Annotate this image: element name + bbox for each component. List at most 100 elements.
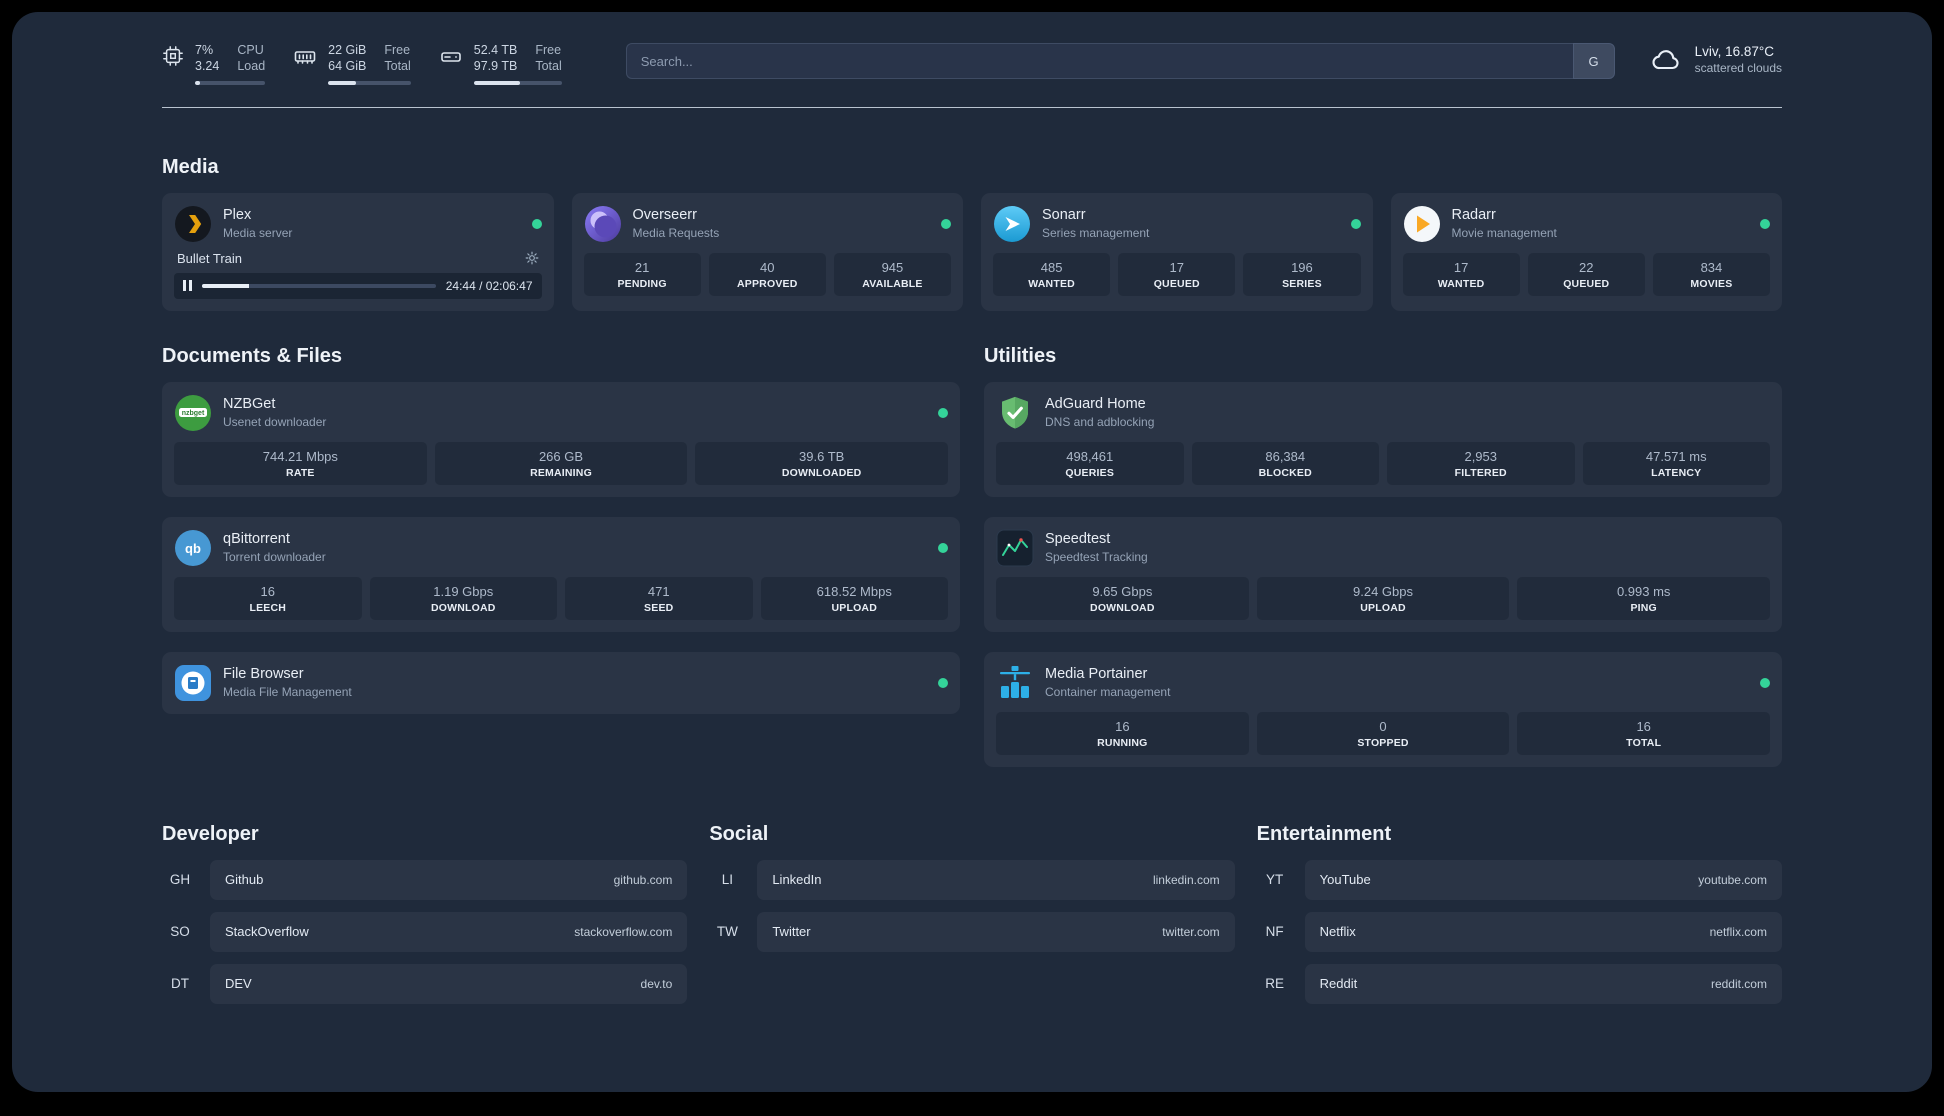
bookmark-name: YouTube: [1319, 872, 1371, 887]
search-provider-button[interactable]: G: [1572, 43, 1615, 79]
bookmark-abbr: GH: [169, 872, 191, 887]
service-name: qBittorrent: [223, 531, 290, 547]
bookmark-name: Netflix: [1319, 924, 1356, 939]
stat-tile: 196 SERIES: [1243, 252, 1361, 296]
bookmark-abbr: NF: [1265, 924, 1284, 939]
plex-icon: [174, 205, 212, 243]
memory-usage-bar: [328, 80, 411, 85]
service-card-qbittorrent[interactable]: qb qBittorrent Torrent downloader 16 LEE…: [162, 516, 960, 632]
bookmark-url: twitter.com: [1162, 924, 1220, 939]
service-card-speedtest[interactable]: Speedtest Speedtest Tracking 9.65 Gbps D…: [984, 516, 1782, 632]
memory-free: 22 GiB: [328, 43, 367, 57]
service-card-radarr[interactable]: Radarr Movie management 17 WANTED 22 QUE…: [1390, 192, 1782, 311]
weather-location: Lviv, 16.87°C: [1694, 44, 1775, 59]
stat-tile: 9.65 Gbps DOWNLOAD: [996, 576, 1249, 620]
stat-tile: 834 MOVIES: [1652, 252, 1771, 296]
status-dot: [531, 218, 542, 229]
bookmark-group-title: Developer: [162, 822, 259, 845]
bookmark-url: github.com: [613, 872, 673, 887]
status-dot: [938, 677, 948, 688]
qbittorrent-icon: qb: [174, 529, 212, 567]
service-name: Media Portainer: [1045, 666, 1148, 682]
radarr-icon: [1403, 205, 1441, 243]
stat-tile: 16 TOTAL: [1517, 711, 1771, 755]
memory-total-label: Total: [384, 59, 411, 74]
bookmark-abbr: LI: [721, 872, 733, 887]
stat-tile: 266 GB REMAINING: [434, 441, 688, 485]
cpu-load-avg: 3.24: [195, 59, 220, 74]
bookmark-abbr: SO: [170, 924, 190, 939]
section-media: Media Plex Media server: [162, 156, 1782, 311]
svg-text:nzbget: nzbget: [182, 410, 205, 417]
bookmark-name: StackOverflow: [225, 924, 309, 939]
bookmark-dev[interactable]: DT DEV dev.to: [162, 963, 688, 1004]
cpu-widget: 7% 3.24 CPU Load: [162, 42, 266, 85]
service-name: Radarr: [1451, 207, 1496, 223]
dashboard: 7% 3.24 CPU Load: [12, 12, 1932, 1092]
bookmark-url: reddit.com: [1710, 976, 1767, 991]
service-card-plex[interactable]: Plex Media server Bullet Train: [162, 192, 554, 311]
disk-total: 97.9 TB: [473, 59, 518, 74]
bookmark-twitter[interactable]: TW Twitter twitter.com: [709, 911, 1235, 952]
service-description: Series management: [1042, 226, 1150, 240]
cpu-percent: 7%: [195, 43, 214, 57]
bookmark-netflix[interactable]: NF Netflix netflix.com: [1257, 911, 1782, 952]
section-title-media: Media: [162, 155, 219, 178]
service-description: Media File Management: [223, 685, 352, 699]
gear-icon[interactable]: [525, 251, 539, 265]
seek-bar[interactable]: [202, 283, 436, 288]
service-card-portainer[interactable]: Media Portainer Container management 16 …: [984, 651, 1782, 767]
service-name: AdGuard Home: [1045, 396, 1146, 412]
section-documents: Documents & Files nzbget NZBGe: [162, 345, 960, 714]
service-card-sonarr[interactable]: Sonarr Series management 485 WANTED 17 Q…: [981, 192, 1373, 311]
status-dot: [1760, 677, 1770, 688]
stat-tile: 1.19 Gbps DOWNLOAD: [369, 576, 557, 620]
stat-tile: 47.571 ms LATENCY: [1582, 441, 1770, 485]
memory-widget: 22 GiB 64 GiB Free Total: [293, 42, 411, 85]
stat-tile: 17 WANTED: [1402, 252, 1520, 296]
weather-condition: scattered clouds: [1694, 61, 1782, 75]
sonarr-icon: [993, 205, 1031, 243]
bookmark-url: dev.to: [640, 976, 673, 991]
service-card-filebrowser[interactable]: File Browser Media File Management: [162, 651, 960, 714]
bookmark-name: Reddit: [1319, 976, 1358, 991]
status-dot: [941, 218, 951, 229]
nzbget-icon: nzbget: [174, 394, 212, 432]
speedtest-graph-icon: [996, 529, 1034, 567]
cpu-label: CPU: [237, 43, 264, 57]
service-description: Media server: [223, 226, 293, 240]
disk-usage-bar: [473, 80, 562, 85]
bookmark-linkedin[interactable]: LI LinkedIn linkedin.com: [709, 859, 1235, 900]
ram-stick-icon: [293, 45, 317, 85]
service-card-overseerr[interactable]: Overseerr Media Requests 21 PENDING 40 A…: [571, 192, 963, 311]
stat-tile: 40 APPROVED: [708, 252, 826, 296]
portainer-crane-icon: [996, 664, 1034, 702]
bookmark-github[interactable]: GH Github github.com: [162, 859, 688, 900]
service-description: Speedtest Tracking: [1045, 550, 1148, 564]
cpu-usage-bar: [195, 80, 266, 85]
svg-text:qb: qb: [185, 541, 201, 556]
service-description: Usenet downloader: [223, 415, 327, 429]
filebrowser-icon: [174, 664, 212, 702]
status-dot: [938, 542, 948, 553]
status-dot: [1350, 218, 1361, 229]
bookmark-reddit[interactable]: RE Reddit reddit.com: [1257, 963, 1782, 1004]
bookmark-name: Twitter: [772, 924, 811, 939]
bookmark-youtube[interactable]: YT YouTube youtube.com: [1257, 859, 1782, 900]
search-input[interactable]: [625, 43, 1573, 79]
disk-widget: 52.4 TB 97.9 TB Free Total: [439, 42, 562, 85]
service-card-nzbget[interactable]: nzbget NZBGet Usenet downloader 744.21 M…: [162, 381, 960, 497]
stat-tile: 39.6 TB DOWNLOADED: [695, 441, 949, 485]
playback-time: 24:44 / 02:06:47: [445, 278, 533, 293]
bookmark-url: linkedin.com: [1152, 872, 1220, 887]
overseerr-icon: [584, 205, 622, 243]
service-card-adguard[interactable]: AdGuard Home DNS and adblocking 498,461 …: [984, 381, 1782, 497]
disk-total-label: Total: [535, 59, 562, 74]
bookmark-abbr: TW: [716, 924, 738, 939]
stat-tile: 0.993 ms PING: [1517, 576, 1771, 620]
bookmark-stackoverflow[interactable]: SO StackOverflow stackoverflow.com: [162, 911, 688, 952]
bookmark-group-entertainment: Entertainment YT YouTube youtube.com NF …: [1257, 823, 1782, 1016]
bookmark-name: DEV: [225, 976, 252, 991]
service-description: Container management: [1045, 685, 1171, 699]
pause-icon[interactable]: [183, 280, 192, 291]
